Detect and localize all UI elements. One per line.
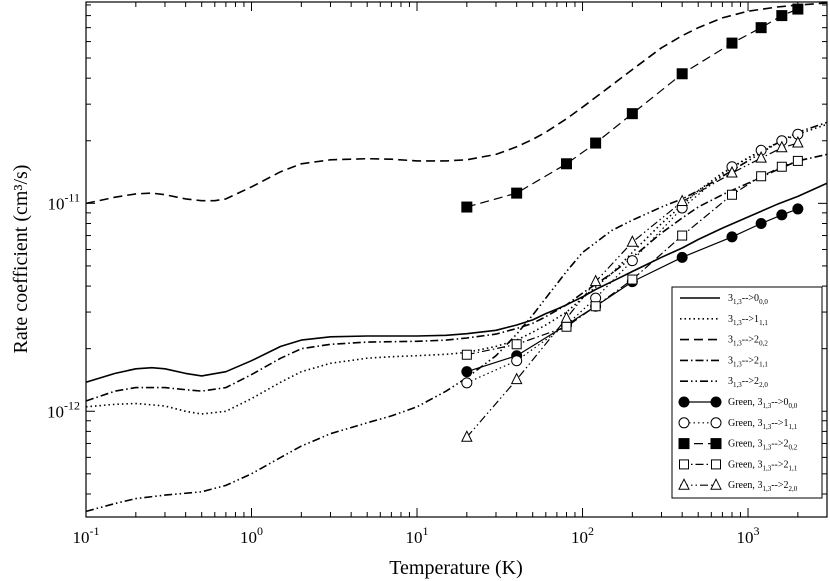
- data-point-s8-7: [726, 37, 738, 49]
- series-line-10: [466, 142, 799, 438]
- data-point-s9-10: [792, 155, 803, 166]
- series-line-9: [466, 160, 799, 356]
- y-axis-title: Rate coefficient (cm³/s): [10, 165, 32, 354]
- legend-label-4: 31,3-->21,1: [728, 355, 768, 368]
- data-point-s8-8: [755, 22, 767, 34]
- data-point-s9-4: [590, 301, 601, 312]
- legend-marker-8a: [678, 438, 690, 450]
- data-point-s10-7: [726, 165, 738, 178]
- series-layer: [86, 2, 827, 513]
- plot-frame: [85, 1, 828, 518]
- data-point-s10-6: [676, 194, 688, 207]
- series-line-7: [466, 133, 799, 384]
- legend: 31,3-->00,0 31,3-->11,1 31,3-->20,2 31,3-->…: [671, 286, 823, 499]
- legend-label-1: 31,3-->00,0: [728, 293, 768, 306]
- series-line-6: [466, 208, 799, 373]
- marker-layer: [461, 3, 804, 442]
- legend-label-10: Green, 31,3-->22,0: [728, 480, 798, 493]
- data-point-s9-6: [677, 230, 688, 241]
- legend-box: [671, 286, 823, 499]
- x-tick-label-1: 10-1: [73, 524, 100, 547]
- data-point-s6-7: [726, 231, 738, 243]
- x-tick-label-4: 102: [571, 524, 594, 547]
- legend-label-6: Green, 31,3-->00,0: [728, 397, 798, 410]
- series-line-4: [86, 153, 827, 402]
- tick-layer: 10-1 100 101 102 103 10-12 10-11: [47, 2, 828, 547]
- x-tick-label-3: 101: [406, 524, 429, 547]
- legend-marker-10b: [710, 478, 722, 490]
- data-point-s10-10: [792, 135, 804, 148]
- series-line-3: [86, 2, 827, 205]
- data-point-s9-7: [726, 189, 737, 200]
- data-point-s8-1: [461, 201, 473, 213]
- data-point-s8-3: [560, 158, 572, 170]
- x-tick-label-5: 103: [737, 524, 760, 547]
- y-tick-label-2: 10-11: [47, 190, 80, 213]
- legend-marker-10a: [678, 478, 690, 490]
- series-line-8: [466, 8, 799, 208]
- data-point-s7-2: [511, 355, 523, 367]
- data-point-s10-3: [560, 311, 573, 323]
- data-point-s8-4: [590, 137, 602, 149]
- data-point-s10-1: [461, 430, 473, 442]
- legend-marker-6b: [710, 396, 722, 408]
- data-point-s9-3: [561, 321, 572, 332]
- data-point-s10-4: [589, 274, 602, 287]
- data-point-s8-5: [626, 108, 638, 120]
- data-point-s9-5: [627, 274, 638, 285]
- legend-marker-7b: [710, 417, 722, 429]
- data-point-s6-8: [755, 217, 767, 229]
- data-point-s7-1: [461, 377, 473, 389]
- data-point-s6-6: [676, 251, 688, 263]
- series-line-1: [86, 182, 827, 383]
- data-point-s7-5: [626, 255, 638, 267]
- y-tick-label-1: 10-12: [47, 398, 80, 421]
- data-point-s9-9: [776, 161, 787, 172]
- data-point-s10-2: [510, 372, 523, 385]
- data-point-s9-2: [511, 339, 522, 350]
- data-point-s8-6: [676, 68, 688, 80]
- legend-label-8: Green, 31,3-->20,2: [728, 439, 798, 452]
- data-point-s10-8: [755, 151, 767, 163]
- legend-marker-9b: [711, 459, 721, 470]
- legend-label-2: 31,3-->11,1: [728, 314, 768, 327]
- legend-label-9: Green, 31,3-->21,1: [728, 459, 798, 472]
- x-axis-title: Temperature (K): [389, 557, 523, 579]
- x-tick-label-2: 100: [240, 524, 263, 547]
- legend-marker-9a: [679, 459, 689, 470]
- legend-label-5: 31,3-->22,0: [728, 376, 768, 389]
- legend-label-7: Green, 31,3-->11,1: [728, 418, 798, 431]
- data-point-s8-9: [776, 10, 788, 22]
- data-point-s6-1: [461, 366, 473, 378]
- data-point-s6-10: [792, 203, 804, 215]
- data-point-s10-9: [776, 140, 788, 153]
- data-point-s8-2: [511, 187, 523, 199]
- data-point-s9-1: [461, 349, 472, 360]
- legend-marker-7a: [678, 417, 690, 429]
- legend-label-3: 31,3-->20,2: [728, 335, 768, 348]
- series-line-5: [86, 121, 827, 513]
- data-point-s10-5: [626, 235, 639, 247]
- legend-marker-8b: [710, 438, 722, 450]
- data-point-s9-8: [756, 171, 767, 182]
- legend-marker-6a: [678, 396, 690, 408]
- data-point-s6-9: [776, 209, 788, 221]
